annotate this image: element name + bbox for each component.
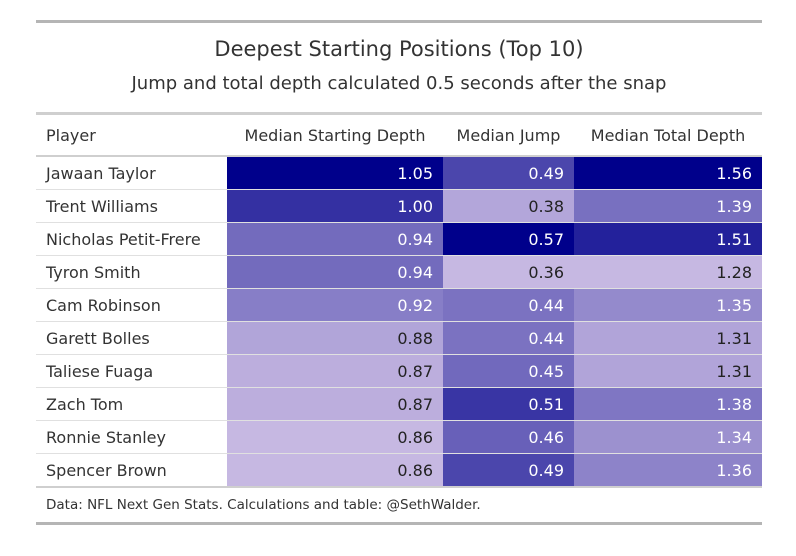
jump-cell: 0.46 [443, 420, 574, 454]
starting-depth-cell: 0.87 [227, 387, 443, 421]
source-note: Data: NFL Next Gen Stats. Calculations a… [46, 497, 481, 513]
table-card: Deepest Starting Positions (Top 10) Jump… [36, 20, 762, 525]
table-row: Trent Williams 1.00 0.38 1.39 [36, 189, 762, 223]
player-name-cell: Trent Williams [36, 189, 227, 223]
header-rule [36, 112, 762, 115]
starting-depth-cell: 0.86 [227, 453, 443, 486]
column-header-starting-depth: Median Starting Depth [244, 125, 426, 145]
table-row: Cam Robinson 0.92 0.44 1.35 [36, 288, 762, 322]
total-depth-cell: 1.28 [574, 255, 762, 289]
jump-cell: 0.36 [443, 255, 574, 289]
stats-table: Player Median Starting Depth Median Jump… [36, 115, 762, 486]
player-name-cell: Nicholas Petit-Frere [36, 222, 227, 256]
table-row: Spencer Brown 0.86 0.49 1.36 [36, 453, 762, 486]
column-header-jump: Median Jump [456, 125, 561, 145]
player-name-cell: Spencer Brown [36, 453, 227, 486]
player-name-cell: Cam Robinson [36, 288, 227, 322]
starting-depth-cell: 1.00 [227, 189, 443, 223]
jump-cell: 0.38 [443, 189, 574, 223]
jump-cell: 0.44 [443, 321, 574, 355]
header-row: Player Median Starting Depth Median Jump… [36, 115, 762, 156]
jump-cell: 0.44 [443, 288, 574, 322]
total-depth-cell: 1.36 [574, 453, 762, 486]
jump-cell: 0.45 [443, 354, 574, 388]
total-depth-cell: 1.31 [574, 354, 762, 388]
table-body: Jawaan Taylor 1.05 0.49 1.56 Trent Williams 1… [36, 155, 762, 486]
total-depth-cell: 1.39 [574, 189, 762, 223]
column-header-player: Player [46, 125, 96, 145]
starting-depth-cell: 0.87 [227, 354, 443, 388]
footer-rule [36, 486, 762, 488]
top-rule [36, 20, 762, 23]
starting-depth-cell: 0.86 [227, 420, 443, 454]
player-name-cell: Taliese Fuaga [36, 354, 227, 388]
table-row: Nicholas Petit-Frere 0.94 0.57 1.51 [36, 222, 762, 256]
jump-cell: 0.57 [443, 222, 574, 256]
player-name-cell: Ronnie Stanley [36, 420, 227, 454]
column-header-total-depth: Median Total Depth [590, 125, 746, 145]
table-row: Garett Bolles 0.88 0.44 1.31 [36, 321, 762, 355]
starting-depth-cell: 1.05 [227, 155, 443, 190]
player-name-cell: Zach Tom [36, 387, 227, 421]
player-name-cell: Garett Bolles [36, 321, 227, 355]
total-depth-cell: 1.35 [574, 288, 762, 322]
starting-depth-cell: 0.94 [227, 222, 443, 256]
jump-cell: 0.51 [443, 387, 574, 421]
bottom-rule [36, 522, 762, 525]
table-row: Taliese Fuaga 0.87 0.45 1.31 [36, 354, 762, 388]
total-depth-cell: 1.51 [574, 222, 762, 256]
table-title: Deepest Starting Positions (Top 10) [214, 37, 584, 61]
player-name-cell: Jawaan Taylor [36, 155, 227, 190]
total-depth-cell: 1.34 [574, 420, 762, 454]
starting-depth-cell: 0.94 [227, 255, 443, 289]
total-depth-cell: 1.38 [574, 387, 762, 421]
player-name-cell: Tyron Smith [36, 255, 227, 289]
total-depth-cell: 1.31 [574, 321, 762, 355]
starting-depth-cell: 0.92 [227, 288, 443, 322]
jump-cell: 0.49 [443, 453, 574, 486]
table-row: Tyron Smith 0.94 0.36 1.28 [36, 255, 762, 289]
table-row: Ronnie Stanley 0.86 0.46 1.34 [36, 420, 762, 454]
table-row: Jawaan Taylor 1.05 0.49 1.56 [36, 155, 762, 190]
table-subtitle: Jump and total depth calculated 0.5 seco… [131, 73, 667, 94]
total-depth-cell: 1.56 [574, 155, 762, 190]
jump-cell: 0.49 [443, 155, 574, 190]
starting-depth-cell: 0.88 [227, 321, 443, 355]
table-row: Zach Tom 0.87 0.51 1.38 [36, 387, 762, 421]
